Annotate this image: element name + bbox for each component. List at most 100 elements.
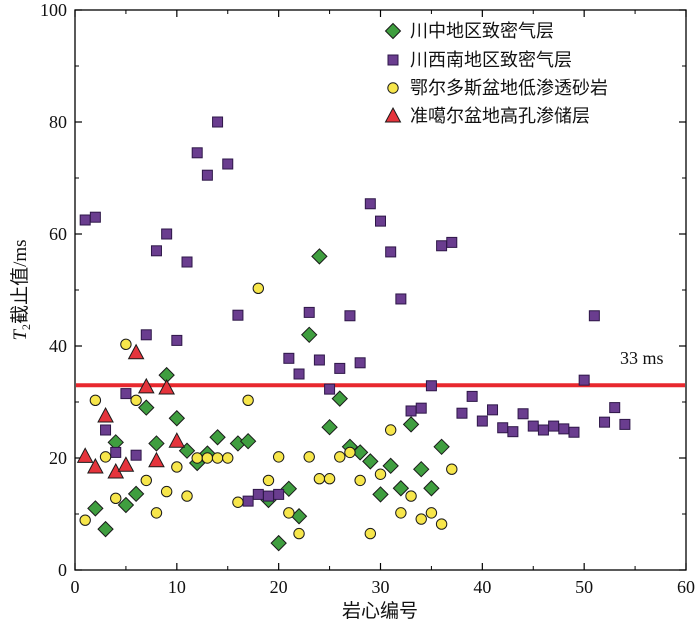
data-point-chuanxinan-30 — [375, 215, 386, 227]
data-point-chuanxinan-25 — [324, 383, 336, 395]
data-point-chuanzhong-17 — [270, 534, 287, 552]
data-point-ordos-6 — [130, 394, 142, 407]
y-axis-label-subscript: 2 — [19, 324, 33, 330]
data-point-ordos-25 — [323, 473, 336, 485]
data-point-ordos-26 — [334, 451, 346, 463]
data-point-ordos-21 — [283, 507, 295, 519]
data-point-chuanxinan-39 — [466, 390, 478, 402]
legend: 川中地区致密气层 川西南地区致密气层 鄂尔多斯盆地低渗透砂岩 准噶尔盆地高孔渗储… — [384, 21, 608, 126]
data-point-chuanxinan-16 — [232, 309, 244, 321]
data-point-ordos-1 — [79, 514, 91, 526]
data-point-chuanxinan-9 — [161, 228, 173, 240]
data-point-chuanzhong-31 — [413, 460, 430, 478]
data-point-junggar-6 — [127, 343, 145, 360]
data-point-chuanzhong-6 — [138, 399, 155, 416]
data-point-chuanxinan-26 — [334, 362, 346, 374]
series-chuanzhong — [87, 248, 450, 552]
data-point-ordos-9 — [160, 485, 173, 498]
data-point-ordos-37 — [446, 463, 458, 475]
data-point-ordos-16 — [232, 496, 244, 508]
legend-symbol-junggar — [384, 106, 402, 123]
legend-label-chuanxinan: 川西南地区致密气层 — [410, 50, 572, 70]
y-tick-label: 20 — [49, 448, 67, 468]
data-point-ordos-19 — [262, 474, 275, 487]
data-point-ordos-20 — [272, 451, 285, 463]
data-point-chuanzhong-5 — [127, 485, 145, 503]
data-point-chuanxinan-49 — [568, 426, 580, 438]
data-point-chuanzhong-20 — [301, 326, 318, 344]
data-point-chuanxinan-48 — [558, 423, 570, 435]
y-axis-label: T2截止值/ms — [9, 239, 33, 340]
data-point-chuanxinan-20 — [273, 488, 285, 500]
data-point-ordos-8 — [150, 507, 163, 519]
data-point-chuanxinan-36 — [436, 240, 448, 252]
data-point-ordos-29 — [364, 527, 377, 540]
data-point-chuanxinan-18 — [252, 488, 264, 500]
data-point-junggar-3 — [97, 406, 114, 423]
data-point-chuanzhong-22 — [321, 418, 338, 436]
series-ordos — [79, 282, 458, 540]
data-point-ordos-23 — [303, 451, 315, 463]
legend-symbol-ordos — [387, 82, 399, 94]
data-point-chuanzhong-28 — [382, 457, 399, 475]
data-point-chuanxinan-11 — [181, 256, 193, 268]
data-point-junggar-9 — [158, 378, 175, 395]
x-tick-label: 40 — [473, 577, 491, 597]
data-point-chuanxinan-21 — [283, 352, 295, 364]
data-point-junggar-10 — [168, 432, 186, 448]
data-point-chuanxinan-43 — [507, 426, 519, 438]
legend-label-chuanzhong: 川中地区致密气层 — [410, 21, 554, 41]
data-point-chuanxinan-33 — [405, 405, 417, 417]
data-point-chuanxinan-50 — [578, 374, 590, 386]
data-point-chuanzhong-13 — [209, 429, 226, 446]
data-point-chuanxinan-10 — [171, 334, 183, 346]
data-point-junggar-2 — [87, 457, 104, 474]
data-point-chuanzhong-26 — [362, 453, 379, 470]
data-point-chuanxinan-7 — [140, 329, 152, 341]
data-point-ordos-31 — [384, 424, 397, 436]
data-point-chuanzhong-30 — [402, 416, 420, 433]
data-point-chuanxinan-27 — [344, 310, 356, 322]
data-point-chuanxinan-2 — [89, 211, 101, 223]
data-point-ordos-5 — [120, 338, 132, 351]
data-point-junggar-5 — [117, 456, 135, 472]
data-point-junggar-7 — [137, 377, 155, 394]
x-tick-label: 50 — [575, 577, 593, 597]
data-point-chuanzhong-7 — [148, 435, 165, 452]
data-point-chuanxinan-37 — [446, 236, 458, 248]
data-point-chuanzhong-29 — [392, 480, 410, 497]
series-chuanxinan — [79, 116, 631, 507]
data-point-chuanzhong-23 — [331, 390, 348, 407]
data-point-ordos-3 — [99, 451, 112, 463]
data-point-ordos-10 — [171, 461, 183, 473]
y-tick-label: 100 — [40, 0, 67, 20]
x-axis-label: 岩心编号 — [342, 600, 418, 622]
data-point-chuanxinan-45 — [527, 420, 539, 432]
series-junggar — [76, 343, 186, 479]
data-point-chuanxinan-3 — [100, 424, 112, 436]
data-point-chuanxinan-6 — [130, 449, 142, 461]
y-axis-label-text: 截止值/ms — [9, 239, 31, 323]
data-point-ordos-18 — [252, 282, 264, 295]
data-point-chuanzhong-2 — [97, 520, 114, 538]
data-point-ordos-32 — [395, 507, 407, 519]
x-tick-label: 20 — [270, 577, 288, 597]
data-point-ordos-28 — [354, 474, 366, 487]
data-point-chuanxinan-17 — [242, 495, 254, 507]
data-point-ordos-33 — [405, 490, 417, 502]
data-point-junggar-1 — [76, 447, 94, 463]
data-point-chuanzhong-21 — [311, 248, 328, 265]
data-point-chuanxinan-44 — [517, 408, 529, 420]
data-point-chuanxinan-46 — [537, 424, 549, 436]
data-point-chuanxinan-15 — [222, 158, 234, 170]
data-point-chuanxinan-5 — [120, 388, 132, 400]
legend-label-ordos: 鄂尔多斯盆地低渗透砂岩 — [410, 78, 608, 98]
data-point-chuanxinan-4 — [110, 446, 122, 458]
data-point-ordos-13 — [201, 452, 214, 464]
x-tick-label: 10 — [168, 577, 186, 597]
data-point-ordos-4 — [110, 492, 122, 505]
data-point-chuanzhong-33 — [433, 438, 450, 456]
data-point-chuanxinan-53 — [609, 402, 621, 414]
y-axis-label-symbol: T — [10, 329, 31, 341]
